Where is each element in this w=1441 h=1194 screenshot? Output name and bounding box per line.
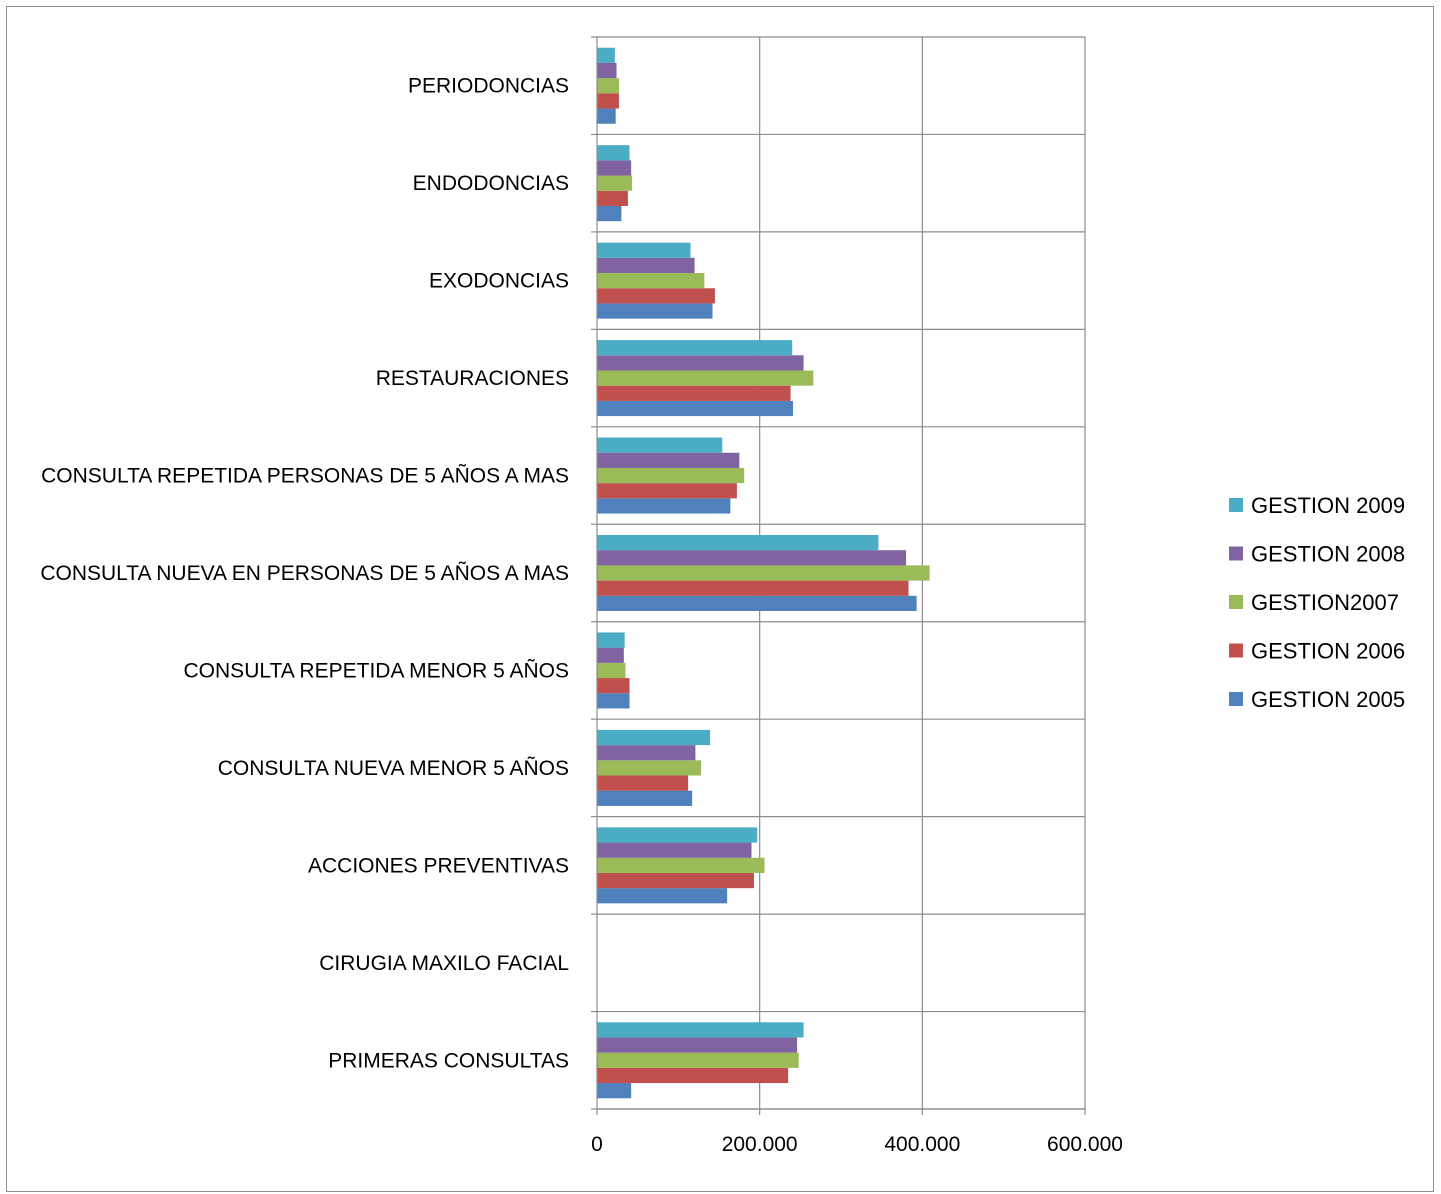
category-label-cirugia-maxilo-facial: CIRUGIA MAXILO FACIAL — [319, 952, 569, 975]
bar-gestion2007-exodoncias — [597, 273, 705, 289]
bar-gestion-2009-consulta-nueva-menor-5-anos — [597, 729, 711, 746]
bar-gestion-2008-consulta-nueva-en-personas-de-5-anos-a-mas — [597, 550, 907, 566]
bar-gestion-2006-consulta-repetida-personas-de-5-anos-a-mas — [597, 483, 737, 499]
bar-gestion-2009-endodoncias — [597, 145, 630, 161]
category-label-acciones-preventivas: ACCIONES PREVENTIVAS — [308, 854, 569, 877]
x-tick-label-2: 400.000 — [884, 1133, 960, 1156]
category-label-consulta-repetida-personas-de-5-anos-a-mas: CONSULTA REPETIDA PERSONAS DE 5 AÑOS A M… — [41, 464, 569, 488]
bar-gestion-2009-periodoncias — [597, 47, 615, 63]
bar-gestion-2008-endodoncias — [597, 160, 632, 176]
x-tick-labels: 0 200.000 400.000 600.000 — [591, 1133, 1123, 1156]
bar-gestion-2008-restauraciones — [597, 355, 804, 371]
bar-gestion-2006-consulta-repetida-menor-5-anos — [597, 678, 630, 694]
legend-label-gestion-2008: GESTION 2008 — [1251, 542, 1405, 567]
bar-gestion-2006-endodoncias — [597, 190, 628, 206]
legend-label-gestion-2006: GESTION 2006 — [1251, 639, 1405, 664]
category-label-consulta-repetida-menor-5-anos: CONSULTA REPETIDA MENOR 5 AÑOS — [184, 658, 569, 682]
bar-gestion-2006-primeras-consultas — [597, 1067, 789, 1084]
legend-swatch-gestion2007 — [1229, 595, 1243, 609]
bar-gestion-2005-endodoncias — [597, 205, 622, 222]
bar-gestion-2008-consulta-nueva-menor-5-anos — [597, 745, 696, 761]
bar-gestion2007-primeras-consultas — [597, 1052, 799, 1068]
bar-gestion2007-periodoncias — [597, 78, 619, 94]
bar-gestion-2005-restauraciones — [597, 400, 794, 417]
bar-gestion-2006-exodoncias — [597, 288, 715, 304]
bar-gestion2007-consulta-nueva-menor-5-anos — [597, 760, 702, 776]
bar-gestion-2005-acciones-preventivas — [597, 888, 728, 904]
bar-gestion2007-restauraciones — [597, 370, 814, 386]
bar-gestion-2009-acciones-preventivas — [597, 827, 758, 843]
bar-gestion-2005-consulta-repetida-menor-5-anos — [597, 693, 630, 709]
category-label-primeras-consultas: PRIMERAS CONSULTAS — [328, 1049, 569, 1072]
legend-label-gestion2007: GESTION2007 — [1251, 590, 1399, 615]
bar-gestion-2006-restauraciones — [597, 385, 791, 401]
bar-gestion-2008-periodoncias — [597, 62, 617, 79]
bar-gestion2007-consulta-repetida-menor-5-anos — [597, 662, 626, 679]
bar-gestion-2005-periodoncias — [597, 108, 616, 124]
bar-gestion-2008-consulta-repetida-menor-5-anos — [597, 647, 624, 663]
axes — [591, 36, 1086, 1115]
x-tick-label-0: 0 — [591, 1133, 603, 1156]
bar-gestion2007-consulta-nueva-en-personas-de-5-anos-a-mas — [597, 565, 930, 581]
x-tick-label-3: 600.000 — [1047, 1133, 1123, 1156]
category-label-endodoncias: ENDODONCIAS — [413, 172, 569, 195]
category-label-consulta-nueva-menor-5-anos: CONSULTA NUEVA MENOR 5 AÑOS — [218, 756, 569, 780]
legend-swatch-gestion-2006 — [1229, 643, 1243, 658]
bar-gestion-2006-consulta-nueva-menor-5-anos — [597, 775, 689, 791]
legend: GESTION 2009 GESTION 2008 GESTION2007 GESTI… — [1229, 493, 1405, 712]
bars — [597, 47, 930, 1099]
category-label-exodoncias: EXODONCIAS — [429, 270, 569, 293]
bar-gestion-2009-consulta-nueva-en-personas-de-5-anos-a-mas — [597, 535, 879, 551]
bar-gestion-2009-restauraciones — [597, 340, 793, 356]
grid-lines — [597, 36, 1086, 1110]
x-tick-label-1: 200.000 — [722, 1133, 798, 1156]
bar-gestion-2009-primeras-consultas — [597, 1022, 804, 1038]
legend-label-gestion-2005: GESTION 2005 — [1251, 687, 1405, 712]
category-label-restauraciones: RESTAURACIONES — [376, 367, 569, 390]
category-labels: PRIMERAS CONSULTAS CIRUGIA MAXILO FACIAL A… — [40, 75, 569, 1073]
bar-gestion-2005-consulta-nueva-en-personas-de-5-anos-a-mas — [597, 595, 917, 611]
bar-gestion2007-consulta-repetida-personas-de-5-anos-a-mas — [597, 467, 745, 484]
legend-swatch-gestion-2005 — [1229, 692, 1243, 706]
bar-gestion-2005-consulta-repetida-personas-de-5-anos-a-mas — [597, 498, 731, 514]
bar-gestion-2009-consulta-repetida-personas-de-5-anos-a-mas — [597, 437, 723, 453]
category-label-consulta-nueva-en-personas-de-5-anos-a-mas: CONSULTA NUEVA EN PERSONAS DE 5 AÑOS A M… — [40, 561, 569, 585]
category-label-periodoncias: PERIODONCIAS — [408, 75, 569, 98]
bar-gestion-2005-exodoncias — [597, 303, 713, 319]
legend-label-gestion-2009: GESTION 2009 — [1251, 493, 1405, 518]
bar-gestion-2005-primeras-consultas — [597, 1083, 632, 1099]
legend-swatch-gestion-2008 — [1229, 546, 1243, 561]
bar-gestion-2008-consulta-repetida-personas-de-5-anos-a-mas — [597, 452, 740, 468]
bar-gestion-2006-periodoncias — [597, 93, 619, 109]
bar-gestion-2006-acciones-preventivas — [597, 872, 754, 889]
bar-gestion-2008-exodoncias — [597, 257, 695, 274]
bar-gestion-2009-consulta-repetida-menor-5-anos — [597, 632, 625, 648]
legend-swatch-gestion-2009 — [1229, 498, 1243, 512]
bar-gestion-2008-acciones-preventivas — [597, 842, 752, 858]
bar-gestion2007-endodoncias — [597, 175, 632, 191]
bar-gestion-2009-exodoncias — [597, 242, 691, 258]
bar-gestion-2006-consulta-nueva-en-personas-de-5-anos-a-mas — [597, 580, 909, 596]
bar-gestion-2008-primeras-consultas — [597, 1037, 798, 1053]
bar-gestion-2005-consulta-nueva-menor-5-anos — [597, 790, 693, 806]
bar-gestion2007-acciones-preventivas — [597, 857, 765, 873]
